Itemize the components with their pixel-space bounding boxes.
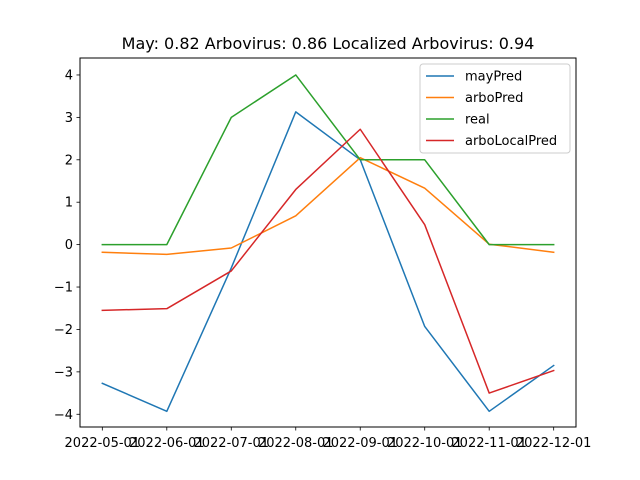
x-tick-label: 2022-06-01 [129,436,205,451]
y-tick-label: −3 [54,365,73,380]
series-line-mayPred [101,111,555,413]
x-tick-label: 2022-11-01 [451,436,527,451]
series-line-arboLocalPred [101,128,555,394]
legend-label-arboPred: arboPred [465,91,523,106]
y-tick-label: −2 [54,323,73,338]
series-line-arboPred [101,156,555,256]
x-tick-label: 2022-05-01 [65,436,141,451]
y-tick-label: 3 [65,111,73,126]
legend-label-real: real [465,113,490,128]
legend-box [419,63,571,154]
y-tick-label: −1 [54,281,73,296]
series-line-real [101,74,555,246]
y-tick-label: −4 [54,408,73,423]
x-tick-label: 2022-07-01 [193,436,269,451]
y-tick-label: 0 [65,238,73,253]
x-axis: 2022-05-012022-06-012022-07-012022-08-01… [65,427,592,451]
x-tick-label: 2022-09-01 [322,436,398,451]
y-axis: 4 3 2 1 0 −1 −2 −3 −4 [54,68,80,423]
y-tick-label: 1 [65,196,73,211]
legend: mayPred arboPred real arboLocalPred [419,63,571,154]
legend-label-arboLocalPred: arboLocalPred [465,134,557,149]
plot-frame [79,57,577,428]
legend-label-mayPred: mayPred [465,70,522,85]
chart-title: May: 0.82 Arbovirus: 0.86 Localized Arbo… [122,34,535,53]
x-tick-label: 2022-08-01 [258,436,334,451]
series-layer [101,74,555,413]
y-tick-label: 4 [65,68,73,83]
x-tick-label: 2022-12-01 [516,436,592,451]
x-tick-label: 2022-10-01 [387,436,463,451]
y-tick-label: 2 [65,153,73,168]
